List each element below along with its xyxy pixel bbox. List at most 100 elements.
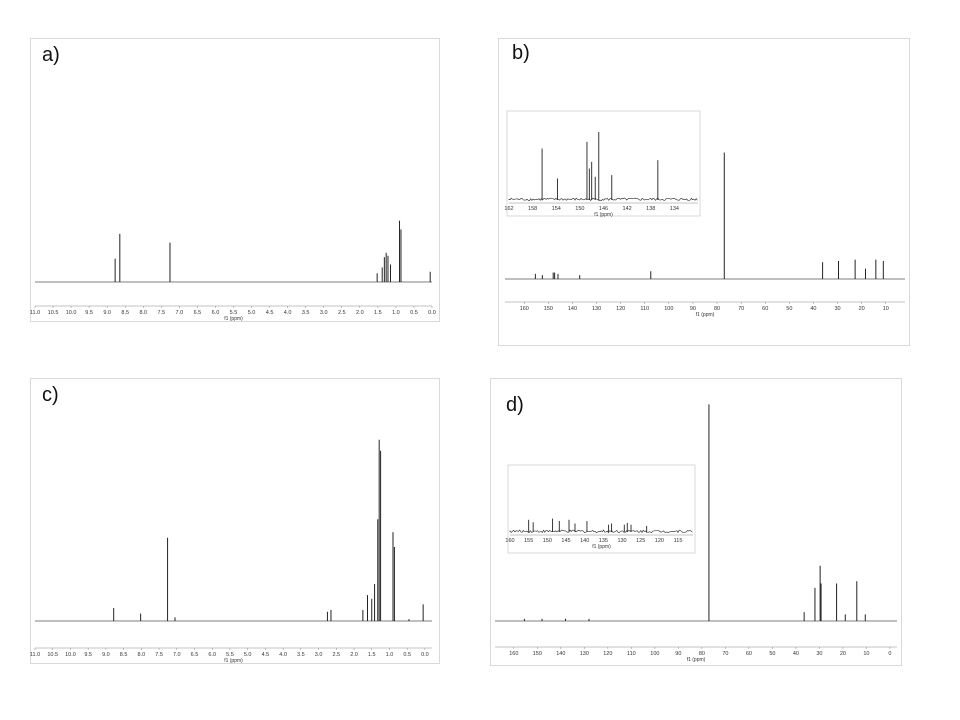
inset-x-tick-label: 155 bbox=[524, 538, 533, 544]
x-tick-label: 6.5 bbox=[191, 652, 199, 658]
x-tick-label: 3.5 bbox=[297, 652, 305, 658]
expansion-inset: 162 158 154 150 146 142 138 134 f1 (ppm) bbox=[504, 110, 701, 218]
inset-x-tick-label: 158 bbox=[528, 206, 537, 212]
x-tick-label: 2.0 bbox=[350, 652, 358, 658]
x-tick-label: 9.0 bbox=[103, 310, 111, 316]
x-axis-title: f1 (ppm) bbox=[224, 658, 243, 664]
x-tick-label: 3.0 bbox=[315, 652, 323, 658]
x-tick-label: 120 bbox=[616, 306, 625, 312]
inset-x-tick-label: 130 bbox=[617, 538, 626, 544]
x-tick-label: 0.0 bbox=[428, 310, 436, 316]
x-tick-label: 90 bbox=[675, 651, 681, 657]
inset-x-tick-label: 125 bbox=[636, 538, 645, 544]
x-tick-label: 3.0 bbox=[320, 310, 328, 316]
x-tick-label: 9.5 bbox=[84, 652, 92, 658]
x-tick-label: 0.5 bbox=[410, 310, 418, 316]
x-tick-label: 30 bbox=[834, 306, 840, 312]
x-tick-label: 140 bbox=[568, 306, 577, 312]
inset-x-tick-label: 150 bbox=[575, 206, 584, 212]
x-axis-title: f1 (ppm) bbox=[224, 316, 243, 322]
inset-x-tick-label: 115 bbox=[674, 538, 683, 544]
spectrum-plot: 160 150 140 130 120 110 100 90 80 70 60 50 40 30 20 10 0… bbox=[495, 404, 897, 663]
x-tick-label: 60 bbox=[746, 651, 752, 657]
panel-label-d: d) bbox=[506, 394, 524, 416]
x-tick-label: 7.5 bbox=[155, 652, 163, 658]
x-tick-label: 80 bbox=[714, 306, 720, 312]
x-tick-label: 80 bbox=[699, 651, 705, 657]
x-tick-label: 10.5 bbox=[47, 652, 58, 658]
x-axis-title: f1 (ppm) bbox=[687, 657, 706, 663]
spectrum-plot: 11.0 10.5 10.0 9.5 9.0 8.5 8.0 7.5 7.0 6.5 6.0 5.5 5… bbox=[30, 439, 432, 664]
x-tick-label: 120 bbox=[603, 651, 612, 657]
x-tick-label: 10 bbox=[883, 306, 889, 312]
x-tick-label: 8.5 bbox=[121, 310, 129, 316]
x-tick-label: 4.0 bbox=[284, 310, 292, 316]
x-tick-label: 8.5 bbox=[120, 652, 128, 658]
inset-x-tick-label: 145 bbox=[561, 538, 570, 544]
x-tick-label: 0.0 bbox=[421, 652, 429, 658]
x-tick-label: 5.5 bbox=[230, 310, 238, 316]
x-tick-label: 1.5 bbox=[374, 310, 382, 316]
x-tick-label: 20 bbox=[840, 651, 846, 657]
x-tick-label: 3.5 bbox=[302, 310, 310, 316]
x-tick-label: 20 bbox=[859, 306, 865, 312]
x-tick-label: 2.5 bbox=[332, 652, 340, 658]
x-tick-label: 150 bbox=[544, 306, 553, 312]
x-tick-label: 8.0 bbox=[138, 652, 146, 658]
x-tick-label: 9.0 bbox=[102, 652, 110, 658]
inset-x-tick-label: 134 bbox=[670, 206, 679, 212]
x-tick-label: 100 bbox=[664, 306, 673, 312]
x-tick-label: 6.0 bbox=[212, 310, 220, 316]
x-tick-label: 40 bbox=[793, 651, 799, 657]
inset-x-tick-label: 138 bbox=[646, 206, 655, 212]
panel-label-b: b) bbox=[512, 42, 530, 64]
x-tick-label: 1.0 bbox=[392, 310, 400, 316]
x-tick-label: 90 bbox=[690, 306, 696, 312]
x-tick-label: 130 bbox=[580, 651, 589, 657]
x-tick-label: 10.5 bbox=[48, 310, 59, 316]
x-tick-label: 100 bbox=[650, 651, 659, 657]
x-tick-label: 130 bbox=[592, 306, 601, 312]
x-tick-label: 50 bbox=[786, 306, 792, 312]
spectrum-plot: 160 150 140 130 120 110 100 90 80 70 60 50 40 30 20 10 f… bbox=[505, 152, 905, 318]
spectrum-plot: 11.0 10.5 10.0 9.5 9.0 8.5 8.0 7.5 7.0 6.5 6.0 5.5 5… bbox=[30, 220, 436, 322]
inset-x-tick-label: 146 bbox=[599, 206, 608, 212]
x-tick-label: 7.0 bbox=[176, 310, 184, 316]
panel-label-a: a) bbox=[42, 44, 60, 66]
x-tick-label: 10 bbox=[863, 651, 869, 657]
inset-x-tick-label: 154 bbox=[552, 206, 561, 212]
panel-label-c: c) bbox=[42, 384, 59, 406]
x-tick-label: 70 bbox=[722, 651, 728, 657]
x-tick-label: 0 bbox=[888, 651, 891, 657]
x-tick-label: 50 bbox=[769, 651, 775, 657]
x-tick-label: 110 bbox=[640, 306, 649, 312]
x-tick-label: 140 bbox=[556, 651, 565, 657]
x-tick-label: 1.0 bbox=[386, 652, 394, 658]
x-tick-label: 4.5 bbox=[266, 310, 274, 316]
inset-x-tick-label: 135 bbox=[599, 538, 608, 544]
x-tick-label: 5.5 bbox=[226, 652, 234, 658]
x-axis-title: f1 (ppm) bbox=[696, 312, 715, 318]
x-tick-label: 0.5 bbox=[403, 652, 411, 658]
x-tick-label: 2.0 bbox=[356, 310, 364, 316]
spectrum-panel-a bbox=[30, 38, 440, 322]
inset-x-tick-label: 120 bbox=[655, 538, 664, 544]
x-tick-label: 2.5 bbox=[338, 310, 346, 316]
x-tick-label: 5.0 bbox=[244, 652, 252, 658]
x-tick-label: 60 bbox=[762, 306, 768, 312]
x-tick-label: 30 bbox=[816, 651, 822, 657]
inset-x-tick-label: 162 bbox=[504, 206, 513, 212]
x-tick-label: 4.0 bbox=[279, 652, 287, 658]
inset-x-tick-label: 150 bbox=[543, 538, 552, 544]
inset-baseline bbox=[509, 529, 693, 534]
x-tick-label: 11.0 bbox=[30, 652, 40, 658]
x-tick-label: 7.0 bbox=[173, 652, 181, 658]
x-tick-label: 6.0 bbox=[208, 652, 216, 658]
inset-x-tick-label: 142 bbox=[623, 206, 632, 212]
x-tick-label: 10.0 bbox=[65, 652, 76, 658]
inset-x-tick-label: 140 bbox=[580, 538, 589, 544]
